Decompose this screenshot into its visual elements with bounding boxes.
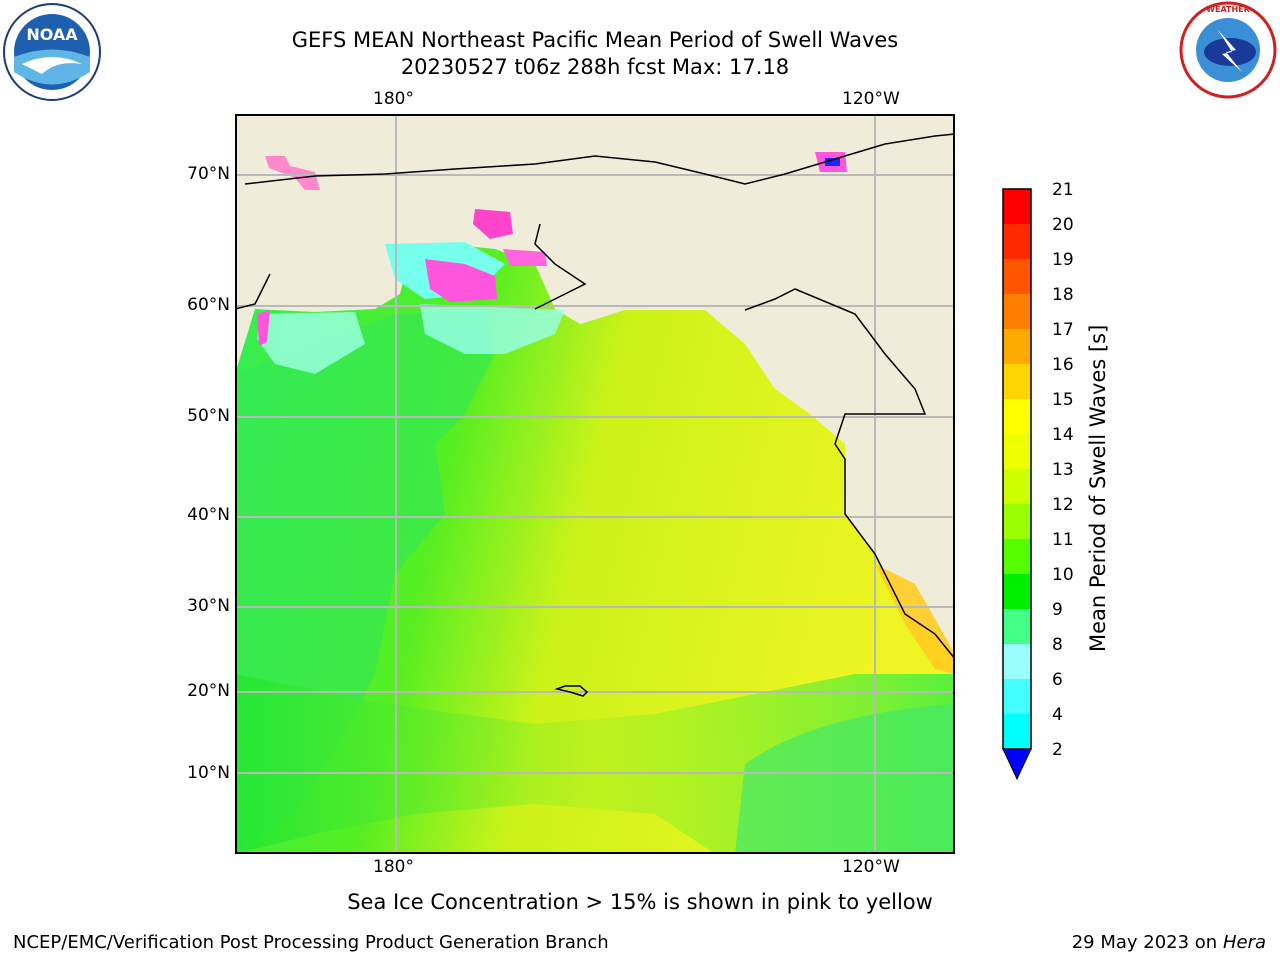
colorbar-tick-label: 4 — [1052, 705, 1063, 725]
colorbar-tick-label: 20 — [1052, 215, 1074, 235]
colorbar — [1002, 188, 1034, 788]
colorbar-segment — [1003, 259, 1031, 294]
colorbar-segment — [1003, 574, 1031, 609]
colorbar-segment — [1003, 364, 1031, 399]
colorbar-extend-triangle — [1002, 748, 1032, 781]
colorbar-tick-label: 14 — [1052, 425, 1074, 445]
lat-label-70n: 70°N — [187, 164, 230, 184]
top-lon-label-120w: 120°W — [842, 89, 900, 109]
colorbar-tick-label: 2 — [1052, 740, 1063, 760]
lat-label-50n: 50°N — [187, 406, 230, 426]
credit-host: Hera — [1222, 932, 1266, 953]
lat-label-40n: 40°N — [187, 505, 230, 525]
colorbar-segment — [1003, 644, 1031, 679]
chart-subtitle: 20230527 t06z 288h fcst Max: 17.18 — [400, 55, 790, 79]
colorbar-segment — [1003, 329, 1031, 364]
colorbar-title: Mean Period of Swell Waves [s] — [1086, 324, 1110, 652]
colorbar-segment — [1003, 539, 1031, 574]
colorbar-tick-label: 12 — [1052, 495, 1074, 515]
colorbar-segment — [1003, 469, 1031, 504]
colorbar-tick-label: 18 — [1052, 285, 1074, 305]
colorbar-tick-label: 8 — [1052, 635, 1063, 655]
colorbar-segment — [1003, 714, 1031, 749]
colorbar-tick-label: 9 — [1052, 600, 1063, 620]
colorbar-tick-label: 10 — [1052, 565, 1074, 585]
colorbar-segment — [1003, 294, 1031, 329]
top-lon-label-180: 180° — [373, 89, 414, 109]
credit-date: 29 May 2023 on — [1071, 932, 1218, 953]
bottom-lon-label-180: 180° — [373, 857, 414, 877]
sea-ice-note: Sea Ice Concentration > 15% is shown in … — [347, 890, 933, 914]
colorbar-frame — [1002, 188, 1032, 750]
lat-label-60n: 60°N — [187, 295, 230, 315]
lat-label-20n: 20°N — [187, 681, 230, 701]
chart-title: GEFS MEAN Northeast Pacific Mean Period … — [291, 28, 899, 52]
colorbar-tick-label: 6 — [1052, 670, 1063, 690]
colorbar-segment — [1003, 189, 1031, 224]
colorbar-tick-label: 13 — [1052, 460, 1074, 480]
lat-label-10n: 10°N — [187, 763, 230, 783]
bottom-lon-label-120w: 120°W — [842, 857, 900, 877]
colorbar-segment — [1003, 434, 1031, 469]
noaa-logo: NOAA — [2, 2, 102, 102]
swell-period-map — [234, 114, 956, 854]
lat-label-30n: 30°N — [187, 596, 230, 616]
colorbar-tick-label: 11 — [1052, 530, 1074, 550]
svg-text:WEATHER: WEATHER — [1206, 5, 1250, 14]
colorbar-tick-label: 15 — [1052, 390, 1074, 410]
colorbar-segment — [1003, 504, 1031, 539]
colorbar-tick-label: 17 — [1052, 320, 1074, 340]
colorbar-tick-label: 21 — [1052, 180, 1074, 200]
colorbar-segment — [1003, 224, 1031, 259]
colorbar-tick-label: 16 — [1052, 355, 1074, 375]
nws-logo: WEATHER — [1178, 0, 1278, 100]
credit-left: NCEP/EMC/Verification Post Processing Pr… — [13, 932, 609, 953]
svg-text:NOAA: NOAA — [26, 25, 78, 44]
credit-right: 29 May 2023 on Hera — [1072, 932, 1266, 953]
colorbar-tick-label: 19 — [1052, 250, 1074, 270]
colorbar-segment — [1003, 679, 1031, 714]
colorbar-segment — [1003, 399, 1031, 434]
colorbar-segment — [1003, 609, 1031, 644]
